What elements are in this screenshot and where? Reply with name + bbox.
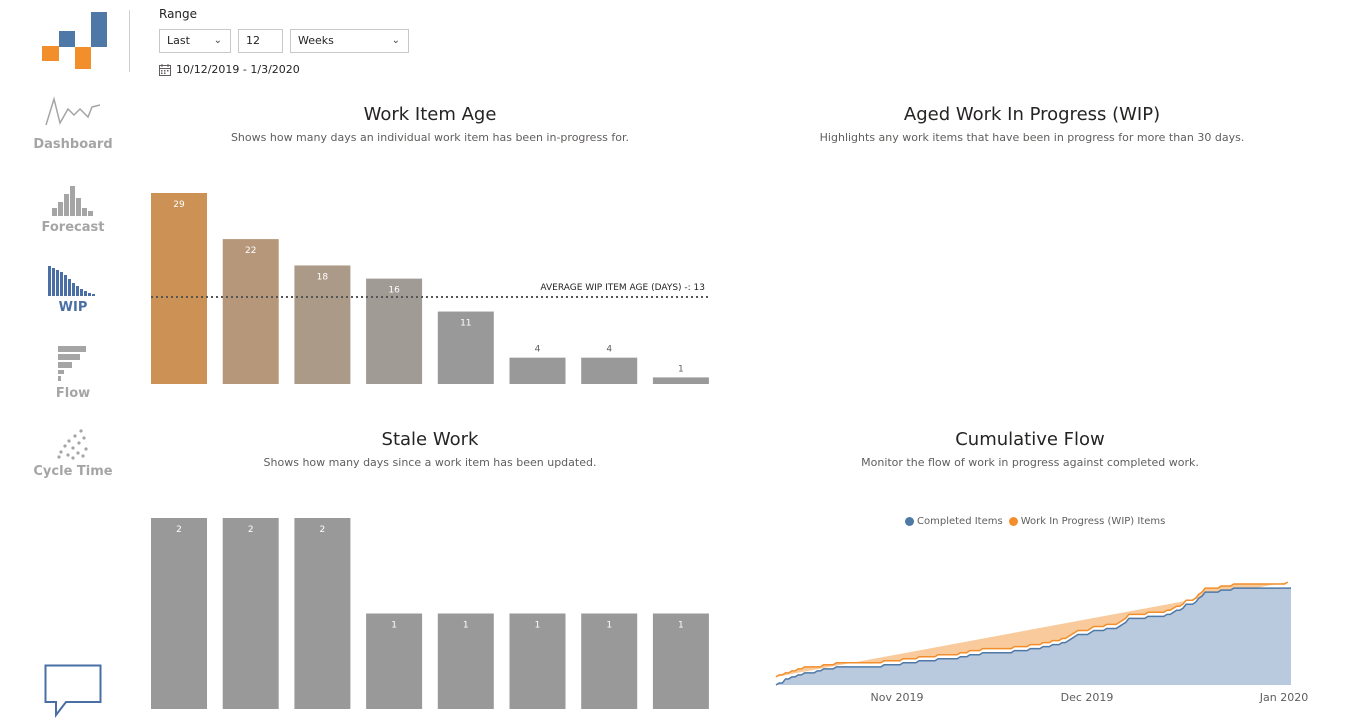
legend-label: Work In Progress (WIP) Items bbox=[1020, 516, 1166, 527]
work-item-age-bar[interactable] bbox=[151, 193, 207, 384]
stale-work-bar-label: 1 bbox=[678, 621, 684, 631]
work-item-age-bar[interactable] bbox=[222, 239, 279, 384]
aged-wip-subtitle: Highlights any work items that have been… bbox=[819, 131, 1245, 144]
stale-work-bar[interactable] bbox=[294, 518, 351, 709]
nav-label: Forecast bbox=[41, 220, 105, 235]
work-item-age-bar-label: 18 bbox=[317, 272, 329, 282]
range-count-input[interactable]: 12 bbox=[238, 29, 283, 53]
x-tick-label: Jan 2020 bbox=[1259, 691, 1308, 704]
stale-work-bar[interactable] bbox=[581, 613, 638, 710]
nav-flow[interactable]: Flow bbox=[30, 346, 116, 401]
nav-dashboard[interactable]: Dashboard bbox=[30, 95, 116, 152]
cumulative-flow-legend: Completed Items Work In Progress (WIP) I… bbox=[905, 516, 1165, 527]
nav-label: WIP bbox=[58, 300, 88, 315]
date-range-text: 10/12/2019 - 1/3/2020 bbox=[176, 63, 300, 76]
stale-work-bar-label: 2 bbox=[176, 525, 182, 535]
legend-swatch bbox=[905, 517, 914, 526]
range-count-value: 12 bbox=[246, 34, 260, 47]
legend-label: Completed Items bbox=[917, 516, 1003, 527]
legend-item-completed: Completed Items bbox=[905, 516, 1003, 527]
stale-work-bar[interactable] bbox=[366, 613, 423, 710]
x-tick-label: Nov 2019 bbox=[871, 691, 924, 704]
completed-line bbox=[775, 587, 1291, 686]
work-item-age-bar-label: 22 bbox=[245, 246, 256, 256]
x-tick-label: Dec 2019 bbox=[1061, 691, 1114, 704]
nav-cycle-time[interactable]: Cycle Time bbox=[30, 428, 116, 479]
work-item-age-bar-label: 1 bbox=[678, 364, 684, 374]
stale-work-bar[interactable] bbox=[437, 613, 494, 710]
nav-label: Flow bbox=[55, 386, 91, 401]
cumulative-flow-title: Cumulative Flow bbox=[955, 429, 1105, 450]
scatter-icon bbox=[57, 429, 88, 460]
stale-work-subtitle: Shows how many days since a work item ha… bbox=[263, 456, 597, 469]
range-mode-value: Last bbox=[167, 34, 190, 47]
descending-bars-icon bbox=[48, 266, 95, 296]
stale-work-title: Stale Work bbox=[381, 429, 479, 450]
work-item-age-subtitle: Shows how many days an individual work i… bbox=[230, 131, 630, 144]
stale-work-bar-label: 1 bbox=[391, 621, 397, 631]
stale-work-bar[interactable] bbox=[222, 518, 279, 709]
work-item-age-bar-label: 11 bbox=[460, 319, 471, 329]
work-item-age-bar-label: 4 bbox=[535, 345, 541, 355]
header-separator bbox=[129, 10, 130, 72]
histogram-icon bbox=[52, 186, 93, 216]
range-unit-value: Weeks bbox=[298, 34, 334, 47]
aged-wip-title: Aged Work In Progress (WIP) bbox=[903, 104, 1161, 125]
wip-line bbox=[775, 581, 1289, 678]
work-item-age-bar[interactable] bbox=[581, 357, 638, 384]
chat-bubble-icon[interactable] bbox=[44, 664, 102, 718]
completed-area[interactable] bbox=[776, 588, 1291, 685]
wip-area[interactable] bbox=[776, 582, 1288, 677]
work-item-age-bar[interactable] bbox=[437, 311, 494, 384]
chevron-down-icon: ⌄ bbox=[213, 35, 222, 46]
work-item-age-bar-label: 29 bbox=[173, 200, 185, 210]
legend-item-wip: Work In Progress (WIP) Items bbox=[1008, 516, 1166, 527]
calendar-icon bbox=[159, 63, 171, 76]
stale-work-bar[interactable] bbox=[509, 613, 566, 710]
work-item-age-bar[interactable] bbox=[294, 265, 351, 384]
nav-label: Dashboard bbox=[33, 137, 113, 152]
nav-forecast[interactable]: Forecast bbox=[30, 186, 116, 235]
chevron-down-icon: ⌄ bbox=[391, 35, 400, 46]
work-item-age-title: Work Item Age bbox=[363, 104, 497, 125]
work-item-age-bar[interactable] bbox=[652, 377, 709, 384]
work-item-age-bar-label: 4 bbox=[606, 345, 612, 355]
cumulative-flow-subtitle: Monitor the flow of work in progress aga… bbox=[861, 456, 1199, 469]
average-age-label: AVERAGE WIP ITEM AGE (DAYS) -: 13 bbox=[540, 283, 705, 293]
stale-work-bar-label: 2 bbox=[248, 525, 254, 535]
line-chart-icon bbox=[45, 96, 101, 126]
legend-swatch bbox=[1008, 517, 1018, 526]
date-range[interactable]: 10/12/2019 - 1/3/2020 bbox=[159, 63, 300, 76]
range-unit-select[interactable]: Weeks ⌄ bbox=[290, 29, 409, 53]
range-mode-select[interactable]: Last ⌄ bbox=[159, 29, 231, 53]
nav-label: Cycle Time bbox=[33, 464, 113, 479]
work-item-age-bar[interactable] bbox=[509, 357, 566, 384]
stale-work-bar-label: 1 bbox=[463, 621, 469, 631]
app-logo bbox=[42, 12, 107, 69]
horizontal-bars-icon bbox=[58, 346, 86, 381]
stale-work-bar-label: 2 bbox=[320, 525, 326, 535]
stale-work-bar[interactable] bbox=[151, 518, 207, 709]
stale-work-bar-label: 1 bbox=[535, 621, 541, 631]
stale-work-bar[interactable] bbox=[652, 613, 709, 710]
nav-wip[interactable]: WIP bbox=[30, 266, 116, 315]
work-item-age-bar-label: 16 bbox=[388, 286, 400, 296]
stale-work-bar-label: 1 bbox=[606, 621, 612, 631]
range-label: Range bbox=[159, 7, 198, 21]
